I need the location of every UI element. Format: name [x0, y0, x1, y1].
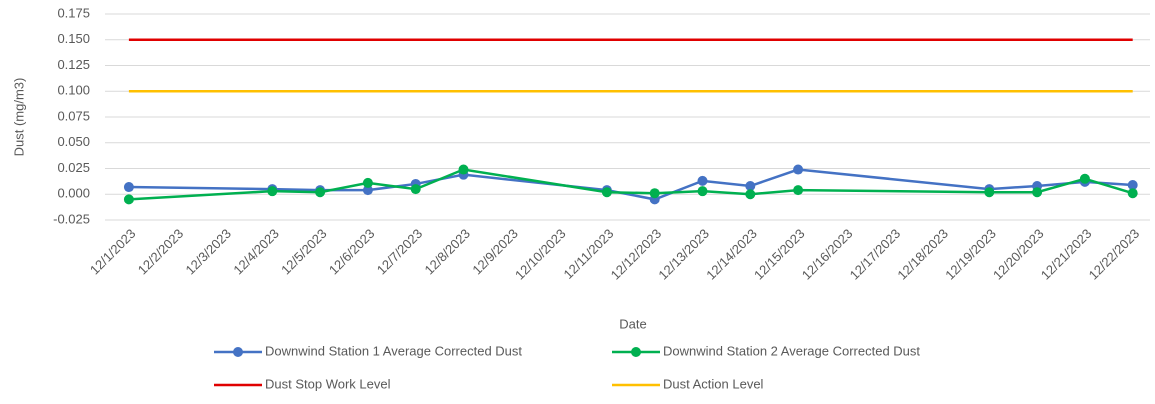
point: [410, 184, 421, 195]
x-tick-label: 12/4/2023: [230, 226, 282, 278]
point: [793, 164, 804, 175]
point: [458, 164, 469, 175]
x-tick-label: 12/14/2023: [703, 226, 760, 283]
x-tick-label: 12/18/2023: [894, 226, 951, 283]
x-tick-label: 12/1/2023: [87, 226, 139, 278]
point: [1127, 188, 1138, 199]
y-tick-label: 0.050: [57, 134, 90, 149]
point: [697, 175, 708, 186]
x-tick-label: 12/19/2023: [942, 226, 999, 283]
y-axis-title: Dust (mg/m3): [11, 78, 26, 157]
y-tick-label: 0.125: [57, 57, 90, 72]
legend-label: Downwind Station 1 Average Corrected Dus…: [265, 343, 522, 358]
point: [1032, 187, 1043, 198]
point: [984, 187, 995, 198]
x-tick-label: 12/20/2023: [990, 226, 1047, 283]
x-tick-label: 12/17/2023: [847, 226, 904, 283]
x-tick-label: 12/6/2023: [326, 226, 378, 278]
y-tick-label: 0.175: [57, 5, 90, 20]
legend-label: Dust Stop Work Level: [265, 376, 391, 391]
x-tick-label: 12/10/2023: [512, 226, 569, 283]
x-tick-label: 12/15/2023: [751, 226, 808, 283]
y-tick-label: 0.075: [57, 108, 90, 123]
y-tick-label: 0.100: [57, 83, 90, 98]
legend-label: Dust Action Level: [663, 376, 764, 391]
legend-label: Downwind Station 2 Average Corrected Dus…: [663, 343, 920, 358]
y-tick-label: 0.000: [57, 186, 90, 201]
y-tick-label: 0.025: [57, 160, 90, 175]
point: [601, 187, 612, 198]
point: [123, 194, 134, 205]
x-tick-label: 12/7/2023: [374, 226, 426, 278]
point: [745, 181, 756, 192]
x-tick-label: 12/12/2023: [608, 226, 665, 283]
point: [362, 185, 373, 196]
x-tick-label: 12/16/2023: [799, 226, 856, 283]
point: [1127, 179, 1138, 190]
x-tick-label: 12/8/2023: [422, 226, 474, 278]
y-tick-label: 0.150: [57, 31, 90, 46]
point: [1079, 173, 1090, 184]
x-tick-label: 12/3/2023: [183, 226, 235, 278]
x-tick-label: 12/5/2023: [278, 226, 330, 278]
point: [315, 187, 326, 198]
y-tick-label: -0.025: [53, 211, 90, 226]
point: [362, 177, 373, 188]
point: [793, 185, 804, 196]
legend-marker: [631, 347, 641, 357]
x-tick-label: 12/13/2023: [655, 226, 712, 283]
x-tick-label: 12/2/2023: [135, 226, 187, 278]
point: [745, 189, 756, 200]
legend-marker: [233, 347, 243, 357]
point: [649, 188, 660, 199]
point: [267, 186, 278, 197]
x-tick-label: 12/21/2023: [1038, 226, 1095, 283]
point: [697, 186, 708, 197]
x-tick-label: 12/22/2023: [1086, 226, 1143, 283]
x-axis-title: Date: [619, 316, 646, 331]
series-line: [128, 168, 1133, 201]
point: [123, 182, 134, 193]
